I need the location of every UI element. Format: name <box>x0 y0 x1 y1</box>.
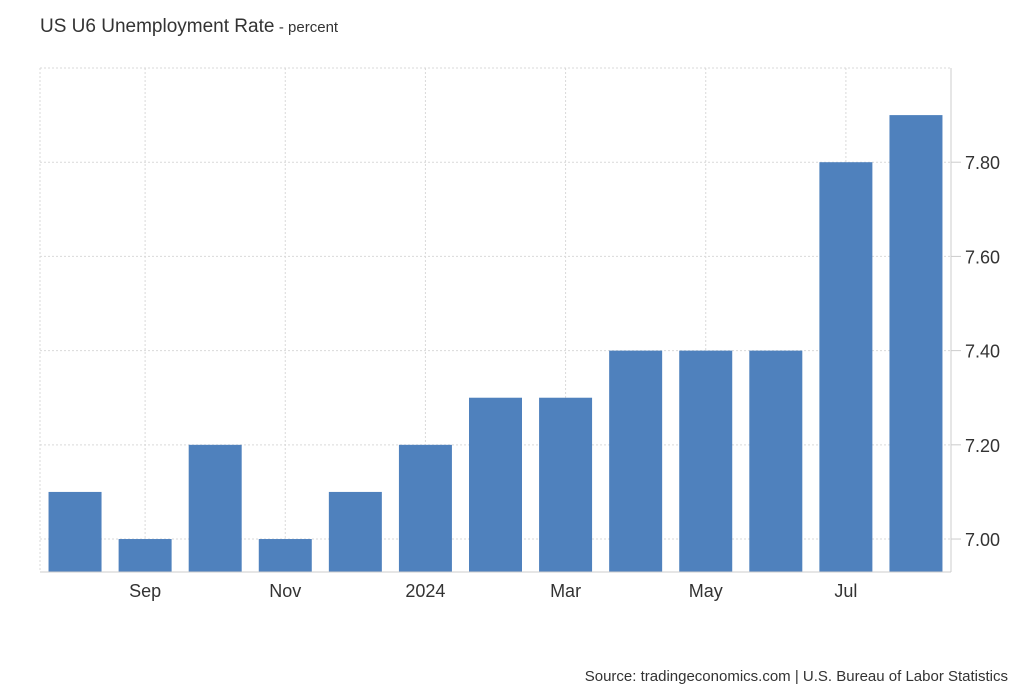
labels-layer: 7.00 7.20 7.40 7.60 7.80 Sep Nov 2024 Mar May Jul <box>129 153 1000 601</box>
source-credit: Source: tradingeconomics.com | U.S. Bure… <box>584 668 1008 685</box>
bar <box>188 444 242 572</box>
chart-title: US U6 Unemployment Rate <box>40 16 275 37</box>
axis-layer <box>40 68 961 573</box>
bar <box>609 350 663 572</box>
bar <box>749 350 803 572</box>
bar <box>398 444 452 572</box>
bar <box>679 350 733 572</box>
x-tick-label: Mar <box>550 581 581 601</box>
y-tick-label: 7.60 <box>965 247 1000 267</box>
y-tick-label: 7.00 <box>965 530 1000 550</box>
x-tick-label: Nov <box>269 581 301 601</box>
y-tick-label: 7.20 <box>965 436 1000 456</box>
bar <box>328 491 382 572</box>
bar <box>539 397 593 572</box>
x-tick-label: Jul <box>834 581 857 601</box>
bar <box>48 491 102 572</box>
bar <box>118 539 172 572</box>
bar <box>469 397 522 572</box>
x-tick-label: Sep <box>129 581 161 601</box>
chart-unit: - percent <box>278 19 339 36</box>
y-tick-label: 7.80 <box>965 153 1000 173</box>
bars-layer <box>48 115 943 572</box>
bar <box>819 162 873 572</box>
y-tick-label: 7.40 <box>965 342 1000 362</box>
bar <box>889 115 943 572</box>
bar <box>258 539 312 572</box>
x-tick-label: 2024 <box>405 581 445 601</box>
chart-title-block: US U6 Unemployment Rate - percent <box>40 16 338 38</box>
x-tick-label: May <box>689 581 723 601</box>
